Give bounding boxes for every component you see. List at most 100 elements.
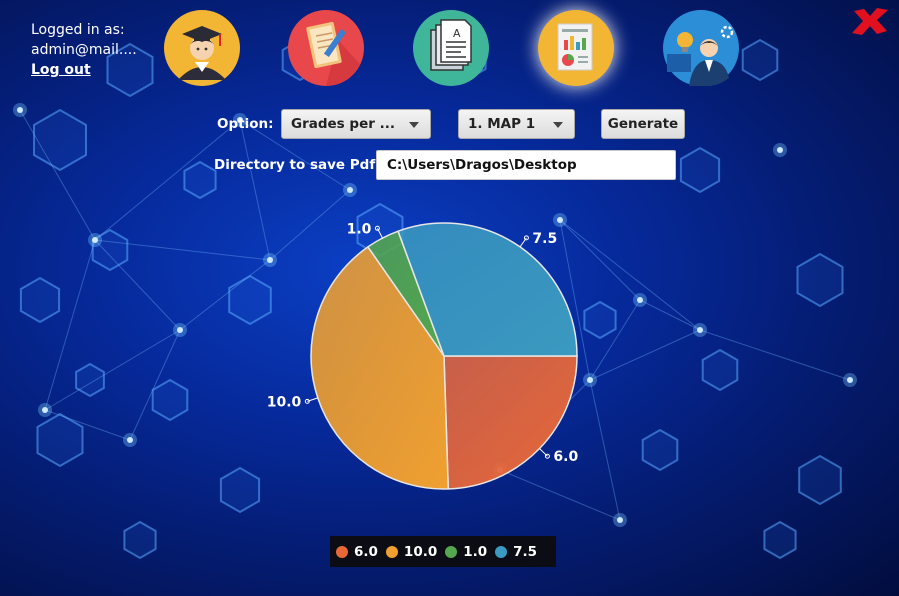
network-line bbox=[94, 239, 181, 331]
leader-dot bbox=[544, 453, 550, 459]
option-label: Option: bbox=[217, 116, 274, 132]
network-line bbox=[589, 379, 621, 521]
network-line bbox=[129, 329, 181, 441]
legend-item: 1.0 bbox=[445, 544, 487, 560]
hex-shape bbox=[798, 454, 842, 506]
glow-node-core bbox=[127, 437, 133, 443]
hex-shape bbox=[763, 520, 797, 560]
network-line bbox=[179, 259, 271, 331]
network-line bbox=[269, 189, 351, 261]
slice-label: 10.0 bbox=[267, 394, 302, 410]
network-line bbox=[699, 329, 851, 381]
glow-node-core bbox=[777, 147, 783, 153]
logged-in-label: Logged in as: bbox=[31, 22, 125, 38]
hex-shape bbox=[228, 274, 272, 326]
nav-documents-button[interactable]: A bbox=[413, 10, 489, 86]
glow-node-core bbox=[267, 257, 273, 263]
network-line bbox=[44, 329, 181, 411]
glow-node-core bbox=[587, 377, 593, 383]
leader-dot bbox=[374, 225, 380, 231]
legend-label: 10.0 bbox=[403, 543, 438, 560]
hex-shape bbox=[36, 412, 84, 468]
legend-swatch bbox=[445, 545, 458, 558]
nav-students-button[interactable] bbox=[164, 10, 240, 86]
network-line bbox=[19, 109, 96, 241]
network-line bbox=[499, 469, 621, 521]
hex-shape bbox=[183, 160, 217, 200]
close-button[interactable] bbox=[850, 5, 890, 37]
user-email: admin@mail.... bbox=[31, 42, 137, 58]
directory-label: Directory to save Pdf: bbox=[214, 157, 381, 173]
network-line bbox=[589, 329, 701, 381]
directory-field[interactable]: C:\Users\Dragos\Desktop bbox=[376, 150, 676, 180]
legend-label: 6.0 bbox=[354, 543, 378, 560]
map-select-value: 1. MAP 1 bbox=[468, 116, 536, 132]
option-select-value: Grades per ... bbox=[291, 116, 395, 132]
business-idea-icon bbox=[663, 10, 739, 86]
legend-item: 6.0 bbox=[336, 544, 378, 560]
leader-dot bbox=[304, 398, 310, 404]
glow-node-core bbox=[92, 237, 98, 243]
pie-slice bbox=[443, 355, 578, 490]
hex-shape bbox=[151, 378, 189, 422]
network-line bbox=[44, 239, 96, 411]
glow-node-core bbox=[17, 107, 23, 113]
glow-node-core bbox=[847, 377, 853, 383]
hex-shape bbox=[106, 42, 154, 98]
user-info: Logged in as: admin@mail.... Log out bbox=[31, 20, 137, 80]
glow-node-core bbox=[42, 407, 48, 413]
hex-shape bbox=[701, 348, 739, 392]
network-line bbox=[239, 119, 271, 261]
students-icon bbox=[164, 10, 240, 86]
logout-link[interactable]: Log out bbox=[31, 62, 91, 78]
slice-label: 1.0 bbox=[347, 221, 372, 237]
hex-shape bbox=[75, 362, 105, 398]
glow-node-core bbox=[557, 217, 563, 223]
network-line bbox=[94, 239, 271, 261]
legend-item: 7.5 bbox=[495, 544, 537, 560]
nav-reports-button[interactable] bbox=[538, 10, 614, 86]
network-line bbox=[559, 219, 641, 301]
network-line bbox=[94, 119, 241, 241]
hex-shape bbox=[123, 520, 157, 560]
glow-node-core bbox=[237, 117, 243, 123]
hex-shape bbox=[641, 428, 679, 472]
pie-slice bbox=[397, 222, 578, 357]
glow-node-core bbox=[177, 327, 183, 333]
legend-swatch bbox=[495, 545, 508, 558]
network-line bbox=[639, 299, 701, 331]
hex-shape bbox=[583, 300, 617, 340]
glow-node-core bbox=[617, 517, 623, 523]
network-line bbox=[239, 119, 351, 191]
legend-swatch bbox=[336, 545, 348, 558]
legend-item: 10.0 bbox=[385, 543, 438, 560]
option-select[interactable]: Grades per ... bbox=[281, 109, 431, 139]
hex-shape bbox=[219, 466, 261, 514]
hex-shape bbox=[796, 252, 844, 308]
hex-shape bbox=[741, 38, 779, 82]
hex-shape bbox=[33, 108, 87, 172]
reports-icon bbox=[538, 10, 614, 86]
legend-label: 7.5 bbox=[513, 543, 538, 560]
chart-legend: 6.0 10.0 1.0 7.5 bbox=[330, 536, 556, 567]
glow-node-core bbox=[697, 327, 703, 333]
network-line bbox=[44, 409, 131, 441]
generate-button[interactable]: Generate bbox=[601, 109, 685, 139]
network-line bbox=[559, 219, 591, 381]
glow-node-core bbox=[637, 297, 643, 303]
network-line bbox=[559, 219, 701, 331]
hex-shape bbox=[679, 146, 721, 194]
legend-label: 1.0 bbox=[463, 543, 488, 560]
close-icon bbox=[852, 8, 888, 35]
network-line bbox=[589, 299, 641, 381]
nav-business-button[interactable] bbox=[663, 10, 739, 86]
map-select[interactable]: 1. MAP 1 bbox=[458, 109, 575, 139]
documents-icon: A bbox=[413, 10, 489, 86]
grades-notebook-icon bbox=[288, 10, 364, 86]
chevron-down-icon bbox=[553, 122, 563, 128]
leader-dot bbox=[523, 235, 529, 241]
nav-grades-button[interactable] bbox=[288, 10, 364, 86]
slice-label: 6.0 bbox=[553, 449, 578, 465]
svg-text:A: A bbox=[453, 27, 461, 40]
